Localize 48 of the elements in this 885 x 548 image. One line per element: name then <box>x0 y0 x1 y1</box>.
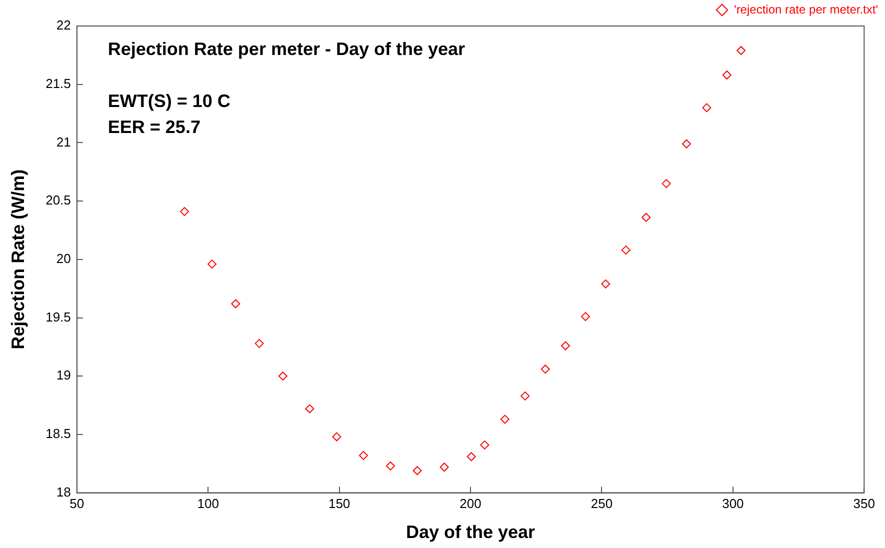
point <box>682 139 691 148</box>
point <box>332 432 342 442</box>
x-tick-label: 300 <box>722 496 744 512</box>
point <box>180 207 189 216</box>
point <box>662 179 671 188</box>
point <box>621 246 630 255</box>
point <box>412 466 422 476</box>
point <box>702 103 712 112</box>
x-tick-label: 100 <box>197 496 219 512</box>
x-tick-label: 350 <box>853 496 876 512</box>
y-tick-label: 20.5 <box>46 192 71 208</box>
x-tick-label: 200 <box>460 496 482 512</box>
point <box>231 299 240 308</box>
point <box>736 46 746 56</box>
point <box>642 212 651 222</box>
x-axis-title: Day of the year <box>406 522 536 542</box>
y-tick-label: 20 <box>56 250 71 266</box>
point <box>440 462 449 472</box>
point <box>358 450 368 460</box>
annotation: EER = 25.7 <box>108 117 200 137</box>
text: Rejection Rate per meter - Day of the year <box>108 39 466 59</box>
point <box>208 260 217 269</box>
y-tick-label: 19.5 <box>46 309 71 324</box>
point <box>520 391 530 400</box>
point <box>722 70 732 80</box>
y-tick-label: 22 <box>56 18 71 33</box>
y-axis-title: Rejection Rate (W/m) <box>8 169 28 350</box>
point <box>386 461 395 470</box>
legend-label: 'rejection rate per meter.txt' <box>734 2 878 16</box>
point <box>305 404 314 414</box>
point <box>601 279 610 288</box>
x-tick-label: 250 <box>590 496 613 512</box>
y-tick-label: 21 <box>56 134 71 150</box>
point <box>561 341 570 350</box>
point <box>254 338 264 348</box>
point <box>580 312 590 322</box>
y-tick-label: 21.5 <box>46 76 71 91</box>
point <box>466 452 476 462</box>
point <box>278 372 288 381</box>
annotation: EWT(S) = 10 C <box>108 91 230 111</box>
y-tick-label: 19 <box>56 368 71 383</box>
point <box>540 364 550 374</box>
x-tick-label: 150 <box>328 496 350 512</box>
x-tick-label: 50 <box>70 496 84 512</box>
y-tick-label: 18 <box>56 484 71 500</box>
y-tick-label: 18.5 <box>46 426 71 442</box>
point <box>500 414 510 424</box>
point <box>480 440 490 450</box>
